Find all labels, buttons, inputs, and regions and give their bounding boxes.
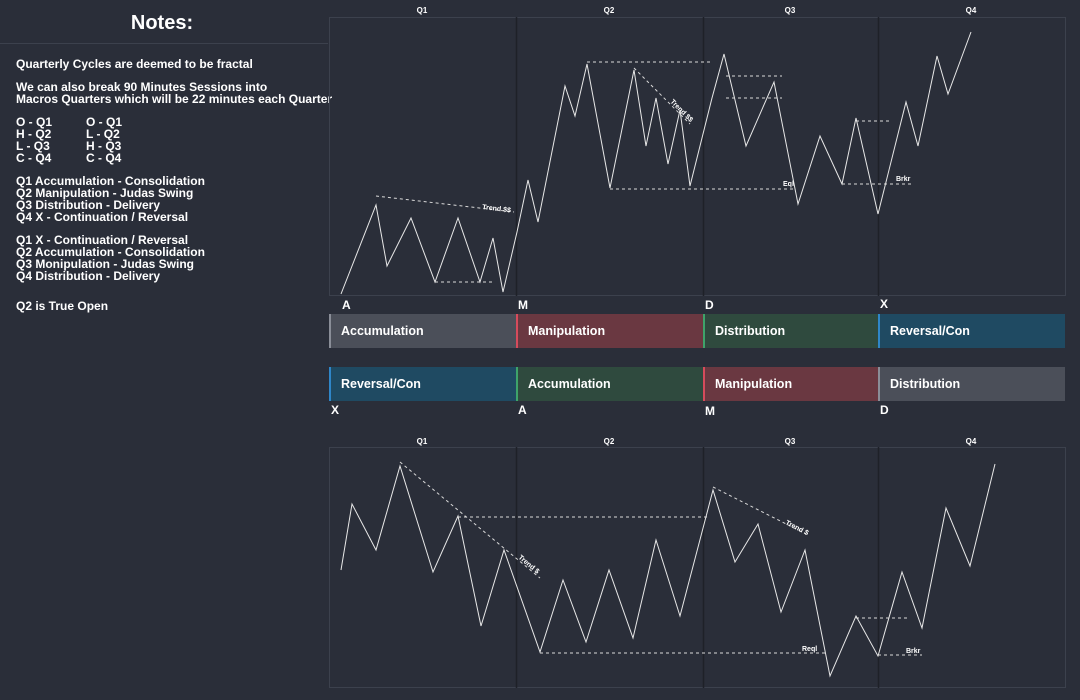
phase-label: Accumulation xyxy=(341,324,424,338)
xamd-item: Q4 Distribution - Delivery xyxy=(16,269,161,283)
phase-manipulation: Manipulation xyxy=(516,314,703,348)
note-macro-2: Macros Quarters which will be 22 minutes… xyxy=(16,92,333,106)
liquidity-lines xyxy=(375,61,912,283)
quarter-label: Q2 xyxy=(604,6,615,15)
trend-line xyxy=(712,486,807,535)
top-chart-frame xyxy=(329,17,1066,296)
ohlc-item: H - Q3 xyxy=(86,139,122,153)
cycle-letter: M xyxy=(518,298,528,312)
notes-title: Notes: xyxy=(130,12,194,34)
phase-accumulation: Accumulation xyxy=(329,314,516,348)
notes-divider xyxy=(0,43,328,44)
trend-label: Trend $$ xyxy=(482,204,512,214)
phase-label: Distribution xyxy=(890,377,961,391)
price-path xyxy=(340,463,996,678)
note-macro-1: We can also break 90 Minutes Sessions in… xyxy=(16,80,268,94)
phase-label: Manipulation xyxy=(528,324,606,338)
cycle-letter: X xyxy=(880,297,889,311)
cycle-letter: X xyxy=(331,403,340,417)
trend-line xyxy=(375,195,515,213)
ohlc-bullish-column: O - Q1 H - Q2 L - Q3 C - Q4 xyxy=(16,116,86,164)
note-fractal: Quarterly Cycles are deemed to be fracta… xyxy=(16,57,253,71)
quarter-label: Q3 xyxy=(785,6,796,15)
phase-row-xamd: Reversal/Con Accumulation Manipulation D… xyxy=(329,367,1065,401)
ohlc-item: L - Q2 xyxy=(86,127,120,141)
trend-label: Trend $ xyxy=(517,554,541,575)
phase-manipulation: Manipulation xyxy=(703,367,878,401)
amdx-item: Q4 X - Continuation / Reversal xyxy=(16,210,189,224)
trend-label: Trend $ xyxy=(784,520,809,538)
phase-label: Accumulation xyxy=(528,377,611,391)
liquidity-lines xyxy=(399,461,922,656)
reql-label: Reql xyxy=(802,646,817,653)
brkr-label: Brkr xyxy=(906,648,921,655)
xamd-item: Q2 Accumulation - Consolidation xyxy=(16,245,205,259)
cycle-letter: A xyxy=(518,403,527,417)
ohlc-item: H - Q2 xyxy=(16,127,52,141)
amdx-item: Q1 Accumulation - Consolidation xyxy=(16,174,205,188)
quarter-label: Q4 xyxy=(966,6,977,15)
note-true-open: Q2 is True Open xyxy=(16,299,109,313)
xamd-item: Q1 X - Continuation / Reversal xyxy=(16,233,189,247)
phase-distribution: Distribution xyxy=(878,367,1065,401)
ohlc-columns: O - Q1 H - Q2 L - Q3 C - Q4 O - Q1 L - Q… xyxy=(16,116,328,164)
quarter-label: Q3 xyxy=(785,437,796,446)
cycle-letter: A xyxy=(342,298,351,312)
quarter-label: Q1 xyxy=(417,6,428,15)
ohlc-bearish-column: O - Q1 L - Q2 H - Q3 C - Q4 xyxy=(86,116,156,164)
ohlc-item: O - Q1 xyxy=(86,115,123,129)
phase-accumulation: Accumulation xyxy=(516,367,703,401)
ohlc-item: L - Q3 xyxy=(16,139,50,153)
cycle-letter: M xyxy=(705,404,715,418)
quarter-label: Q2 xyxy=(604,437,615,446)
cycle-letter: D xyxy=(705,298,714,312)
quarter-label: Q4 xyxy=(966,437,977,446)
phase-label: Reversal/Con xyxy=(890,324,970,338)
trend-line xyxy=(633,67,691,125)
bottom-chart: Q1 Q2 Q3 Q4 Trend $ Trend $ Reql Brkr xyxy=(329,437,1066,688)
trend-line xyxy=(399,461,541,579)
quarter-label: Q1 xyxy=(417,437,428,446)
phase-label: Distribution xyxy=(715,324,786,338)
xamd-item: Q3 Monipulation - Judas Swing xyxy=(16,257,195,271)
top-chart: Q1 Q2 Q3 Q4 Trend $$ Trend $$ Eql Brkr xyxy=(329,6,1066,296)
price-path xyxy=(340,31,972,295)
eql-label: Eql xyxy=(783,181,794,188)
phase-label: Reversal/Con xyxy=(341,377,421,391)
ohlc-item: C - Q4 xyxy=(16,151,52,165)
brkr-label: Brkr xyxy=(896,176,911,183)
phase-distribution: Distribution xyxy=(703,314,878,348)
phase-reversal: Reversal/Con xyxy=(878,314,1065,348)
ohlc-item: O - Q1 xyxy=(16,115,53,129)
phase-reversal: Reversal/Con xyxy=(329,367,516,401)
cycle-letter: D xyxy=(880,403,889,417)
notes-body: Quarterly Cycles are deemed to be fracta… xyxy=(16,57,333,313)
phase-row-amdx: Accumulation Manipulation Distribution R… xyxy=(329,314,1065,348)
ohlc-item: C - Q4 xyxy=(86,151,122,165)
amdx-item: Q3 Distribution - Delivery xyxy=(16,198,161,212)
phase-label: Manipulation xyxy=(715,377,793,391)
amdx-item: Q2 Manipulation - Judas Swing xyxy=(16,186,194,200)
bottom-chart-frame xyxy=(329,447,1066,688)
